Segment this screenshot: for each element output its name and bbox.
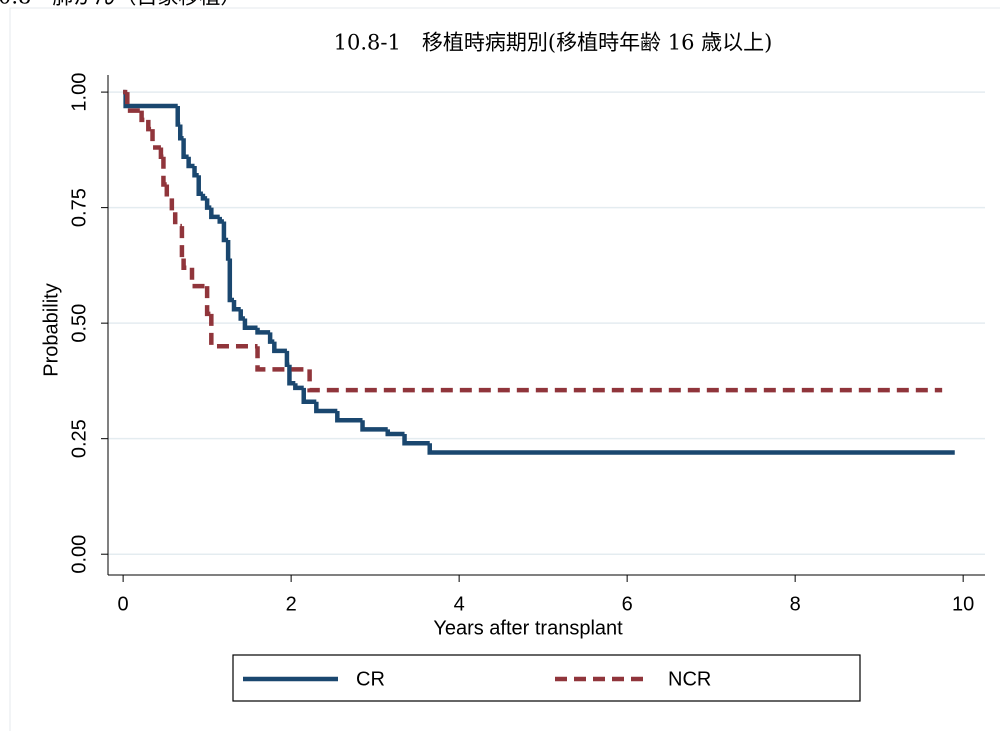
- x-axis-label: Years after transplant: [433, 617, 623, 639]
- survival-step: [267, 332, 275, 344]
- survival-step: [272, 341, 287, 354]
- survival-step: [307, 369, 943, 393]
- legend-label: NCR: [668, 668, 711, 690]
- y-tick-label: 0.00: [68, 535, 90, 574]
- x-tick-label: 0: [118, 593, 129, 615]
- survival-step: [217, 216, 224, 224]
- survival-step: [164, 184, 172, 201]
- survival-step: [186, 156, 195, 169]
- survival-step: [284, 350, 290, 367]
- y-tick-label: 1.00: [68, 73, 90, 112]
- survival-step: [139, 110, 149, 123]
- graph-region: [9, 7, 1000, 731]
- x-tick-label: 6: [622, 593, 633, 615]
- survival-step: [204, 198, 212, 210]
- x-tick-label: 10: [952, 593, 974, 615]
- survival-step: [146, 119, 153, 132]
- survival-step: [385, 429, 405, 437]
- survival-step: [192, 166, 199, 178]
- x-tick-label: 8: [790, 593, 801, 615]
- survival-step: [181, 258, 193, 270]
- survival-step: [225, 239, 231, 261]
- survival-step: [177, 124, 184, 141]
- survival-step: [161, 156, 167, 187]
- x-tick-label: 2: [286, 593, 297, 615]
- survival-step: [301, 387, 317, 404]
- survival-step: [255, 346, 310, 372]
- survival-step: [221, 221, 229, 243]
- survival-step: [200, 193, 208, 201]
- y-tick-label: 0.50: [68, 304, 90, 343]
- survival-step: [209, 207, 220, 220]
- survival-step: [158, 147, 164, 160]
- y-tick-label: 0.25: [68, 419, 90, 458]
- survival-step: [255, 327, 271, 335]
- legend-label: CR: [356, 668, 385, 690]
- survival-step: [179, 226, 185, 261]
- page-note: 0.8 肺がん（自家移植）: [0, 0, 241, 9]
- survival-step: [150, 129, 161, 150]
- survival-step: [196, 175, 203, 197]
- survival-step: [169, 198, 176, 215]
- chart-title: 10.8-1 移植時病期別(移植時年齢 16 歳以上): [334, 31, 773, 55]
- survival-step: [231, 300, 241, 312]
- survival-step: [204, 286, 212, 317]
- survival-step: [287, 364, 296, 386]
- survival-step: [125, 92, 142, 113]
- survival-step: [181, 138, 189, 160]
- x-tick-label: 4: [454, 593, 465, 615]
- survival-step: [360, 420, 388, 432]
- survival-step: [209, 313, 258, 349]
- survival-step: [335, 410, 363, 423]
- survival-step: [238, 309, 245, 321]
- y-axis-label: Probability: [40, 283, 62, 376]
- survival-step: [427, 443, 955, 455]
- survival-step: [123, 92, 178, 109]
- survival-step: [227, 258, 235, 303]
- survival-step: [175, 105, 181, 127]
- survival-step: [242, 318, 258, 331]
- y-tick-label: 0.75: [68, 188, 90, 227]
- survival-step: [314, 401, 338, 414]
- survival-step: [402, 434, 430, 446]
- survival-step: [189, 267, 208, 289]
- survival-step: [172, 212, 182, 229]
- survival-step: [293, 383, 304, 391]
